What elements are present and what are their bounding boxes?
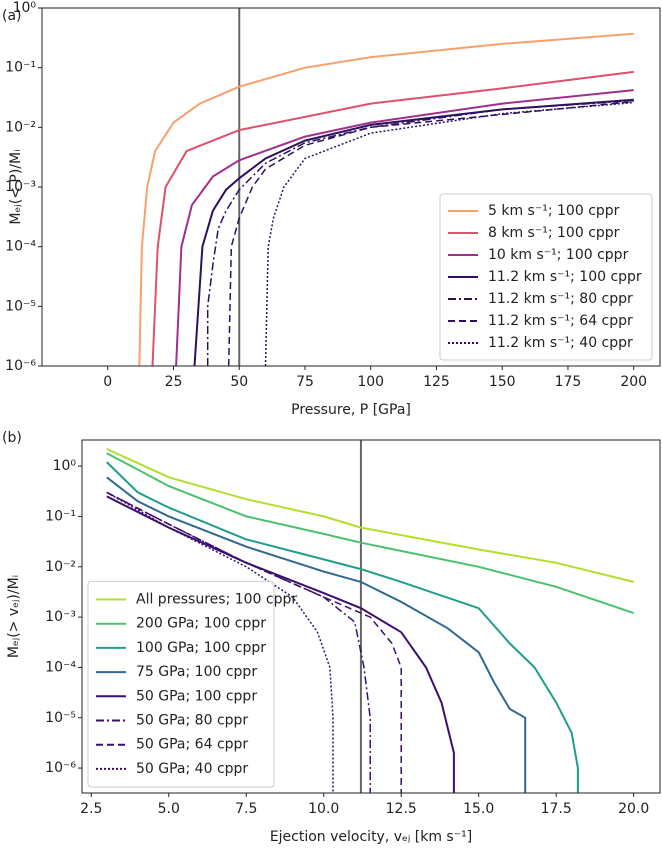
legend-label: 11.2 km s⁻¹; 100 cppr — [488, 269, 642, 285]
x-tick-label: 15.0 — [463, 801, 494, 817]
series-line — [193, 98, 634, 367]
legend-label: 50 GPa; 80 cppr — [136, 713, 248, 729]
y-axis-label: Mₑⱼ(< P)/Mᵢ — [8, 149, 24, 224]
plot-frame — [81, 439, 661, 794]
legend-label: 50 GPa; 100 cppr — [136, 688, 257, 704]
legend-label: 8 km s⁻¹; 100 cppr — [488, 225, 620, 241]
series-line — [106, 491, 371, 793]
x-tick-label: 10.0 — [308, 801, 339, 817]
y-tick-label: 10⁻⁵ — [45, 710, 76, 726]
legend-label: 11.2 km s⁻¹; 64 cppr — [488, 313, 633, 329]
x-tick-label: 200 — [620, 374, 647, 390]
y-tick-label: 10⁻¹ — [5, 60, 36, 76]
series-line — [106, 491, 402, 793]
panel-label: (b) — [2, 430, 22, 446]
series-line — [227, 100, 634, 367]
x-tick-label: 12.5 — [386, 801, 417, 817]
y-tick-label: 10⁻² — [45, 559, 76, 575]
x-tick-label: 175 — [555, 374, 582, 390]
y-tick-label: 10⁰ — [13, 0, 37, 16]
x-axis-label: Pressure, P [GPa] — [291, 402, 411, 418]
x-tick-label: 20.0 — [618, 801, 649, 817]
series-line — [264, 101, 634, 367]
y-tick-label: 10⁻⁴ — [5, 239, 36, 255]
x-tick-label: 150 — [489, 374, 516, 390]
series-line — [106, 452, 635, 615]
x-tick-label: 5.0 — [158, 801, 180, 817]
x-axis-label: Ejection velocity, vₑⱼ [km s⁻¹] — [270, 829, 472, 845]
y-tick-label: 10⁻⁴ — [45, 659, 76, 675]
panel-label: (a) — [2, 8, 22, 24]
legend-label: 75 GPa; 100 cppr — [136, 664, 257, 680]
series-line — [106, 491, 334, 793]
x-tick-label: 125 — [423, 374, 450, 390]
y-tick-label: 10⁻⁵ — [5, 298, 36, 314]
legend-box — [87, 580, 275, 788]
y-axis-label: Mₑⱼ(> vₑⱼ)/Mᵢ — [6, 575, 22, 658]
series-line — [206, 99, 634, 366]
legend-box — [439, 193, 653, 361]
legend-label: 50 GPa; 40 cppr — [136, 761, 248, 777]
legend-label: 50 GPa; 64 cppr — [136, 737, 248, 753]
x-tick-label: 7.5 — [235, 801, 257, 817]
x-tick-label: 75 — [296, 374, 314, 390]
legend-label: All pressures; 100 cppr — [136, 592, 297, 608]
x-tick-label: 100 — [357, 374, 384, 390]
y-tick-label: 10⁻³ — [5, 179, 36, 195]
x-tick-label: 2.5 — [80, 801, 102, 817]
legend-label: 5 km s⁻¹; 100 cppr — [488, 203, 620, 219]
legend-label: 11.2 km s⁻¹; 40 cppr — [488, 335, 633, 351]
x-tick-label: 0 — [103, 374, 112, 390]
y-tick-label: 10⁻² — [5, 119, 36, 135]
y-tick-label: 10⁻¹ — [45, 508, 76, 524]
legend-label: 200 GPa; 100 cppr — [136, 616, 266, 632]
series-line — [106, 447, 634, 583]
series-line — [106, 476, 527, 793]
y-tick-label: 10⁻⁶ — [5, 358, 36, 374]
legend-label: 100 GPa; 100 cppr — [136, 640, 266, 656]
x-tick-label: 50 — [230, 374, 248, 390]
x-tick-label: 17.5 — [541, 801, 572, 817]
series-line — [151, 70, 634, 367]
y-tick-label: 10⁰ — [53, 458, 77, 474]
y-tick-label: 10⁻⁶ — [45, 760, 76, 776]
y-tick-label: 10⁻³ — [45, 609, 76, 625]
legend-label: 10 km s⁻¹; 100 cppr — [488, 247, 629, 263]
series-line — [138, 32, 634, 367]
plot-frame — [41, 7, 661, 367]
legend-label: 11.2 km s⁻¹; 80 cppr — [488, 291, 633, 307]
series-line — [175, 89, 634, 367]
series-line — [106, 495, 455, 793]
series-line — [106, 461, 579, 793]
x-tick-label: 25 — [165, 374, 183, 390]
